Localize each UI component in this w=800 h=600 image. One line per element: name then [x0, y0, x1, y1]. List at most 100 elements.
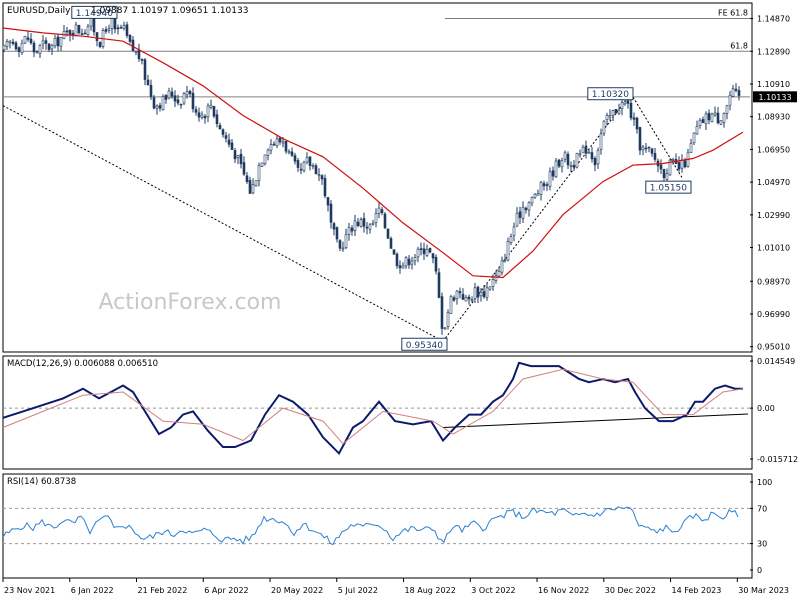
- macd-y-tick-label: -0.015712: [757, 455, 798, 464]
- candle-body: [398, 265, 402, 269]
- candle-body: [158, 105, 162, 109]
- candle-body: [578, 153, 582, 156]
- candle-body: [329, 203, 333, 223]
- candle-body: [644, 147, 648, 150]
- candle-body: [341, 247, 345, 250]
- candle-body: [299, 168, 303, 171]
- candle-body: [728, 94, 732, 106]
- candle-body: [533, 193, 537, 198]
- price-y-tick-label: 1.04970: [757, 178, 790, 187]
- macd-lines: [2, 361, 750, 456]
- rsi-line: [2, 506, 739, 546]
- candle-body: [701, 119, 705, 123]
- candle-body: [677, 162, 681, 170]
- candle-body: [671, 159, 675, 161]
- candle-body: [401, 265, 405, 269]
- date-tick-label: 18 Aug 2022: [405, 586, 456, 595]
- candle-body: [290, 151, 294, 156]
- date-tick-label: 3 Oct 2022: [471, 586, 515, 595]
- date-tick-label: 6 Jan 2022: [71, 586, 114, 595]
- candle-body: [221, 129, 225, 135]
- candle-body: [86, 26, 90, 36]
- candle-body: [440, 296, 444, 329]
- candle-body: [323, 178, 327, 197]
- candle-body: [407, 258, 411, 266]
- candle-body: [281, 141, 285, 144]
- price-y-tick-label: 1.10910: [757, 80, 790, 89]
- macd-y-axis: 0.014549 0.00 -0.015712: [750, 357, 798, 464]
- candle-body: [689, 143, 693, 153]
- candle-body: [425, 249, 429, 256]
- candle-body: [518, 211, 522, 218]
- candle-body: [623, 101, 627, 105]
- price-candles: [2, 10, 741, 335]
- candle-body: [413, 257, 417, 262]
- candle-body: [5, 41, 9, 47]
- candle-body: [257, 165, 261, 181]
- dashed-trendline: [2, 105, 444, 342]
- candle-body: [731, 88, 735, 97]
- chart-title: EURUSD,Daily: [7, 6, 71, 16]
- candle-body: [428, 247, 432, 253]
- candle-body: [377, 207, 381, 214]
- candle-body: [350, 227, 354, 232]
- annotation-box: [71, 5, 118, 19]
- candle-body: [128, 34, 132, 42]
- date-tick-label: 20 May 2022: [271, 586, 323, 595]
- moving-average-line: [2, 27, 744, 279]
- candle-body: [125, 24, 129, 36]
- last-price-marker: 1.10133: [753, 91, 797, 103]
- candle-body: [95, 32, 99, 42]
- price-y-tick-label: 0.95010: [757, 343, 790, 352]
- candle-body: [473, 287, 477, 300]
- macd-y-tick-label: 0.014549: [757, 357, 795, 366]
- candle-body: [98, 42, 102, 47]
- candle-body: [380, 209, 384, 213]
- candle-body: [263, 154, 267, 165]
- candle-body: [503, 259, 507, 261]
- candle-body: [326, 197, 330, 206]
- macd-panel-frame: [2, 355, 753, 470]
- candle-body: [365, 226, 369, 229]
- price-panel-frame: [2, 2, 753, 353]
- candle-body: [527, 202, 531, 211]
- candle-body: [278, 137, 282, 143]
- candle-body: [722, 113, 726, 123]
- candle-body: [65, 30, 69, 33]
- candle-body: [563, 152, 567, 160]
- candle-body: [536, 193, 540, 196]
- candle-body: [695, 126, 699, 135]
- candle-body: [602, 120, 606, 134]
- candle-body: [707, 112, 711, 121]
- candle-body: [170, 91, 174, 97]
- candle-body: [293, 155, 297, 162]
- candle-body: [572, 164, 576, 168]
- candle-body: [167, 90, 171, 99]
- macd-trendline: [442, 413, 749, 429]
- price-annotations: 1.14940 1.10320 1.05150 0.95340: [71, 5, 692, 351]
- candle-body: [632, 117, 636, 120]
- candle-body: [734, 88, 738, 91]
- candle-body: [74, 24, 78, 37]
- candle-body: [491, 278, 495, 287]
- candle-body: [287, 151, 291, 154]
- candle-body: [236, 155, 240, 159]
- date-tick-label: 21 Feb 2022: [138, 586, 188, 595]
- candle-body: [149, 84, 153, 97]
- rsi-lines: [2, 506, 750, 546]
- candle-body: [512, 226, 516, 236]
- candle-body: [488, 286, 492, 290]
- candle-body: [137, 49, 141, 60]
- candle-body: [191, 92, 195, 110]
- candle-body: [260, 162, 264, 167]
- candle-body: [557, 159, 561, 167]
- candle-body: [419, 248, 423, 250]
- candle-body: [245, 175, 249, 182]
- candle-body: [653, 153, 657, 160]
- candle-body: [242, 162, 246, 175]
- candle-body: [38, 45, 42, 54]
- candle-body: [554, 160, 558, 178]
- candle-body: [452, 297, 456, 301]
- annotation-label: 0.95340: [406, 341, 443, 351]
